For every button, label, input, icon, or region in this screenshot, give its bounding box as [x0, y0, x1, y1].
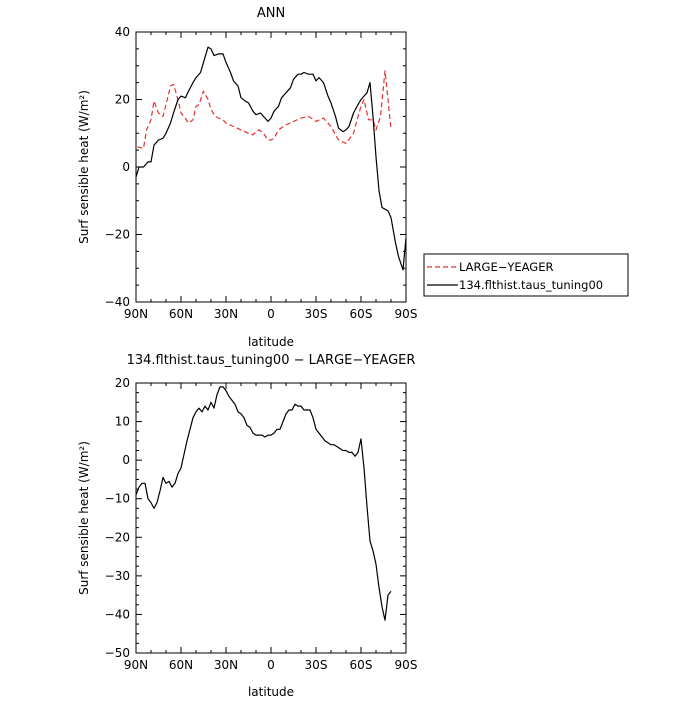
y-tick-label: −20: [105, 530, 130, 544]
x-tick-label: 90S: [395, 307, 418, 321]
x-tick-label: 30N: [214, 658, 238, 672]
legend-label-tuning00: 134.flthist.taus_tuning00: [459, 278, 603, 292]
top-x-axis-label: latitude: [248, 335, 294, 349]
x-tick-label: 30S: [305, 658, 328, 672]
top-chart-title: ANN: [257, 6, 285, 21]
top-plot-frame: [135, 31, 407, 303]
y-tick-label: 40: [115, 25, 130, 39]
x-tick-label: 90N: [124, 658, 148, 672]
y-tick-label: −30: [105, 569, 130, 583]
x-tick-label: 0: [267, 658, 275, 672]
y-tick-label: −20: [105, 228, 130, 242]
y-tick-label: −40: [105, 295, 130, 309]
x-tick-label: 60N: [169, 307, 193, 321]
legend: LARGE−YEAGER 134.flthist.taus_tuning00: [423, 253, 629, 297]
x-tick-label: 30N: [214, 307, 238, 321]
series-line-1-0: [135, 386, 392, 621]
bottom-plot-frame: [135, 382, 407, 654]
legend-box: [423, 253, 629, 297]
x-tick-label: 0: [267, 307, 275, 321]
series-line-0-1: [135, 46, 407, 271]
bottom-y-axis-label: Surf sensible heat (W/m²): [77, 441, 91, 595]
bottom-chart-title: 134.flthist.taus_tuning00 − LARGE−YEAGER: [127, 353, 416, 368]
y-tick-label: 0: [122, 453, 130, 467]
x-tick-label: 30S: [305, 307, 328, 321]
legend-label-large-yeager: LARGE−YEAGER: [459, 260, 553, 274]
x-tick-label: 60S: [350, 307, 373, 321]
top-y-axis-label: Surf sensible heat (W/m²): [77, 90, 91, 244]
y-tick-label: 0: [122, 160, 130, 174]
y-tick-label: 20: [115, 93, 130, 107]
top-panel: ANN 90N 60N 30N 0 30S 60S 90S −40 −20 0 20 40 latit…: [77, 6, 417, 349]
x-tick-label: 90N: [124, 307, 148, 321]
y-tick-label: −40: [105, 607, 130, 621]
bottom-panel: 134.flthist.taus_tuning00 − LARGE−YEAGER…: [77, 353, 417, 699]
series-line-0-0: [137, 70, 392, 149]
x-tick-label: 60S: [350, 658, 373, 672]
y-tick-label: −10: [105, 492, 130, 506]
y-tick-label: −50: [105, 646, 130, 660]
x-tick-label: 90S: [395, 658, 418, 672]
y-tick-label: 20: [115, 376, 130, 390]
y-tick-label: 10: [115, 415, 130, 429]
x-tick-label: 60N: [169, 658, 193, 672]
bottom-x-axis-label: latitude: [248, 685, 294, 699]
